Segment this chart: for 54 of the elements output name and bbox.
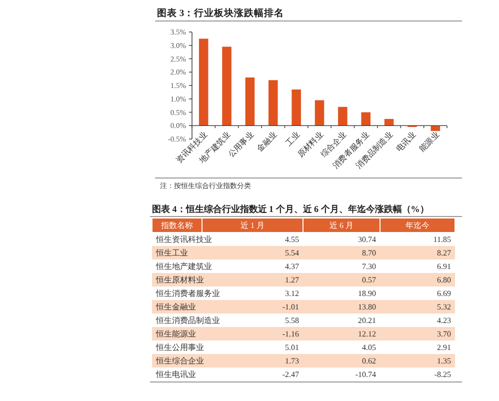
x-tick-label: 能源业 [418, 130, 441, 154]
row-label: 恒生消费者服务业 [156, 289, 220, 298]
value-label: 8.27 [437, 248, 451, 258]
value-label: 3.12 [285, 289, 299, 298]
value-label: 4.23 [437, 316, 451, 325]
header: 指数名称 [161, 221, 193, 230]
value-label: 5.58 [285, 316, 299, 325]
value-label: 0.57 [362, 276, 376, 284]
value-label: 5.32 [437, 302, 451, 312]
value-label: 18.90 [358, 289, 376, 298]
value-label: 11.85 [433, 235, 451, 244]
value-label: 5.01 [285, 343, 299, 352]
header: 年迄今 [406, 221, 430, 230]
value-label: 20.21 [358, 316, 376, 325]
value-label: 1.35 [437, 356, 451, 366]
row-label: 恒生电讯业 [156, 370, 196, 379]
value-label: 2.91 [437, 343, 451, 352]
header: 近 6 月 [330, 221, 354, 230]
value-label: 4.55 [285, 235, 299, 244]
row-label: 恒生公用事业 [156, 343, 204, 352]
value-label: 8.70 [362, 248, 376, 258]
value-label: -2.47 [282, 370, 299, 379]
title: 图表 4：恒生综合行业指数近 1 个月、近 6 个月、年迄今涨跌幅（%） [152, 204, 429, 214]
value-label: 1.27 [285, 276, 299, 284]
row-label: 恒生原材料业 [156, 276, 204, 284]
value-label: -8.25 [434, 370, 451, 379]
value-label: 6.80 [437, 276, 451, 284]
row-label: 恒生综合企业 [156, 356, 204, 366]
value-label: 6.91 [437, 262, 451, 271]
x-tick-label: 金融业 [255, 130, 279, 154]
x-tick-label: 电讯业 [394, 130, 418, 154]
value-label: -1.16 [282, 330, 299, 338]
value-label: 1.73 [285, 356, 299, 366]
value-label: 7.30 [362, 262, 376, 271]
value-label: 30.74 [358, 235, 376, 244]
header: 近 1 月 [240, 221, 264, 230]
value-label: -10.74 [355, 370, 376, 379]
row-label: 恒生工业 [156, 248, 188, 258]
title: 图表 3：行业板块涨跌幅排名 [157, 9, 284, 19]
row-label: 恒生资讯科技业 [156, 235, 212, 244]
row-label: 恒生能源业 [156, 330, 196, 338]
value-label: 3.70 [437, 330, 451, 338]
value-label: 12.12 [358, 330, 376, 338]
value-label: 6.69 [437, 289, 451, 298]
row-label: 恒生地产建筑业 [156, 262, 212, 271]
value-label: 13.80 [358, 302, 376, 312]
value-label: 5.54 [285, 248, 299, 258]
value-label: 4.37 [285, 262, 299, 271]
x-tick-label: 工业 [284, 130, 302, 148]
row-label: 恒生消费品制造业 [156, 316, 220, 325]
value-label: 0.62 [362, 356, 376, 366]
row-label: 恒生金融业 [156, 302, 196, 312]
value-label: -1.01 [282, 302, 299, 312]
value-label: 4.05 [362, 343, 376, 352]
